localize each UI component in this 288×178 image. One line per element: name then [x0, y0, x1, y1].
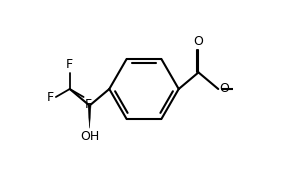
Polygon shape	[88, 106, 91, 128]
Text: F: F	[85, 98, 92, 111]
Text: F: F	[47, 90, 54, 103]
Text: O: O	[194, 35, 203, 48]
Text: O: O	[219, 82, 229, 96]
Text: OH: OH	[80, 130, 99, 143]
Text: F: F	[66, 58, 73, 71]
